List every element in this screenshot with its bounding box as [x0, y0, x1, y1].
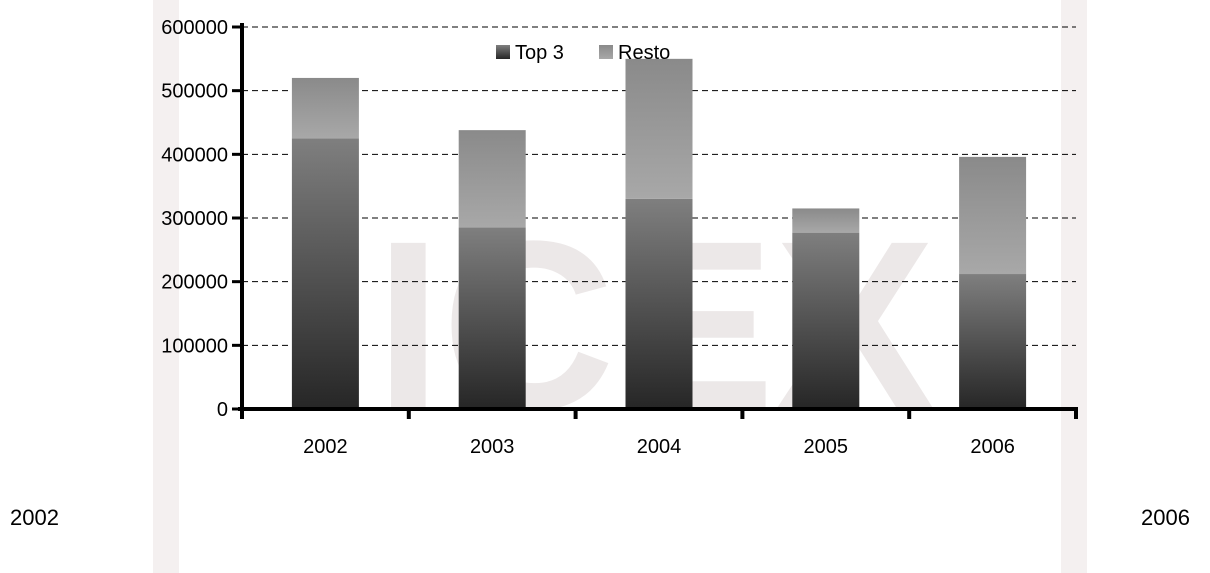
x-tick-label: 2002: [303, 436, 348, 458]
x-tick-label: 2003: [470, 436, 515, 458]
y-tick-labels: 0 100000 200000 300000 400000 500000 600000: [161, 17, 228, 421]
y-tick-label: 0: [217, 399, 228, 421]
bar-resto-2004: [625, 58, 693, 199]
legend-label-resto: Resto: [618, 42, 670, 64]
bar-top3-2006: [959, 274, 1027, 409]
left-background-band: [153, 0, 179, 573]
bars: [291, 58, 1027, 409]
bar-resto-2002: [291, 77, 359, 139]
axes: [232, 23, 1078, 419]
x-tick-label: 2006: [970, 436, 1015, 458]
y-tick-label: 500000: [161, 81, 228, 103]
bar-top3-2005: [792, 232, 860, 409]
corner-label-left: 2002: [10, 505, 59, 530]
corner-label-right: 2006: [1141, 505, 1190, 530]
legend-swatch-top3: [496, 45, 510, 59]
bar-top3-2004: [625, 198, 693, 409]
right-background-band: [1061, 0, 1087, 573]
bar-resto-2003: [458, 130, 526, 228]
x-tick-labels: 2002 2003 2004 2005 2006: [303, 436, 1015, 458]
y-tick-label: 400000: [161, 144, 228, 166]
bar-resto-2006: [959, 156, 1027, 275]
bar-resto-2005: [792, 208, 860, 233]
legend-swatch-resto: [599, 45, 613, 59]
bar-top3-2003: [458, 227, 526, 409]
x-tick-label: 2005: [804, 436, 849, 458]
y-tick-label: 100000: [161, 335, 228, 357]
bar-top3-2002: [291, 138, 359, 409]
gridlines: [242, 26, 1076, 346]
y-tick-label: 200000: [161, 272, 228, 294]
y-tick-label: 600000: [161, 17, 228, 39]
x-tick-label: 2004: [637, 436, 682, 458]
legend: Top 3 Resto: [496, 42, 670, 64]
y-tick-label: 300000: [161, 208, 228, 230]
legend-label-top3: Top 3: [515, 42, 564, 64]
